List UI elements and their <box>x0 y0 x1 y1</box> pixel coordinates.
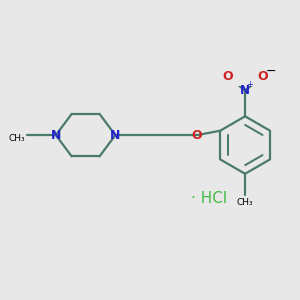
Text: CH₃: CH₃ <box>237 198 254 207</box>
Text: CH₃: CH₃ <box>8 134 25 142</box>
Text: −: − <box>266 65 276 78</box>
Text: O: O <box>257 70 268 83</box>
Text: N: N <box>240 84 250 97</box>
Text: N: N <box>51 129 61 142</box>
Text: +: + <box>247 80 254 88</box>
Text: · HCl: · HCl <box>191 190 227 206</box>
Text: O: O <box>223 70 233 83</box>
Text: O: O <box>192 129 203 142</box>
Text: N: N <box>110 129 121 142</box>
